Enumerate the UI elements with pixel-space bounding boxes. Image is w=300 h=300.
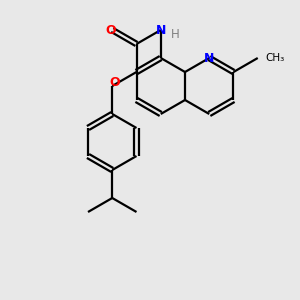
- Text: N: N: [204, 52, 214, 64]
- Text: O: O: [105, 23, 116, 37]
- Text: O: O: [109, 76, 120, 88]
- Text: CH₃: CH₃: [266, 53, 285, 63]
- Text: H: H: [170, 28, 179, 41]
- Text: N: N: [156, 23, 166, 37]
